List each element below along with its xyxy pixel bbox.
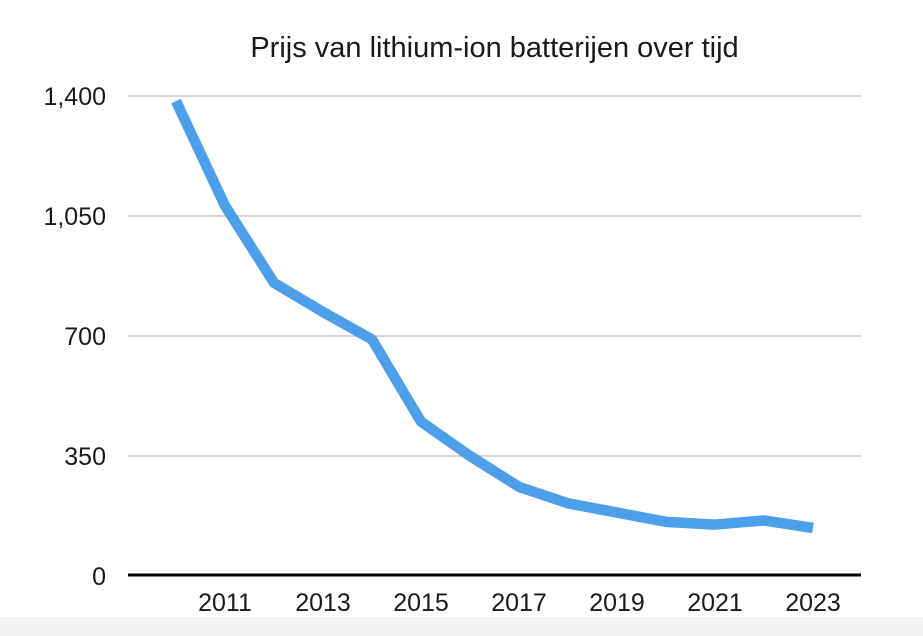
- y-tick-label: 1,400: [43, 83, 106, 111]
- x-tick-label: 2023: [785, 589, 841, 617]
- x-tick-label: 2019: [589, 589, 645, 617]
- chart-title: Prijs van lithium-ion batterijen over ti…: [250, 32, 739, 64]
- x-tick-label: 2015: [393, 589, 449, 617]
- window-bottom-strip: [0, 617, 923, 636]
- y-tick-label: 700: [64, 323, 106, 351]
- y-tick-label: 1,050: [43, 203, 106, 231]
- x-tick-label: 2017: [491, 589, 547, 617]
- y-tick-label: 350: [64, 443, 106, 471]
- x-tick-label: 2021: [687, 589, 743, 617]
- x-tick-label: 2013: [295, 589, 351, 617]
- price-line: [171, 98, 814, 534]
- x-tick-label: 2011: [198, 589, 252, 617]
- y-tick-label: 0: [92, 563, 106, 591]
